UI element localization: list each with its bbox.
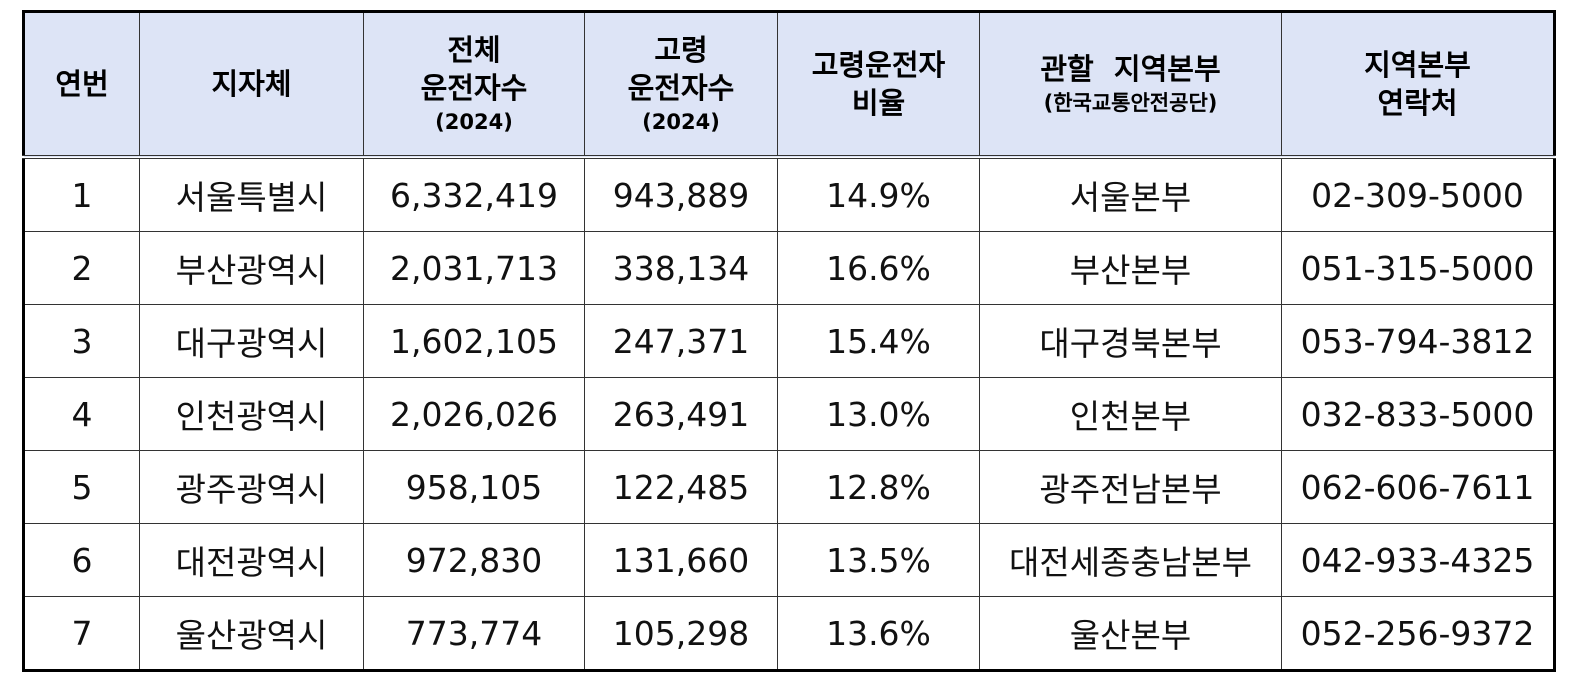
table-cell: 대구경북본부 [979, 304, 1282, 378]
table-cell: 서울특별시 [139, 156, 364, 232]
header-text: 지역본부 [1364, 48, 1471, 82]
table-cell: 042-933-4325 [1281, 523, 1555, 597]
header-text: 관할 지역본부 [1040, 52, 1221, 86]
header-text: 고령운전자 [811, 48, 946, 82]
table-cell: 2,031,713 [363, 231, 585, 305]
table-cell: 1,602,105 [363, 304, 585, 378]
table-row: 6 대전광역시 972,830 131,660 13.5% 대전세종충남본부 042-933… [23, 523, 1555, 597]
table-cell: 13.6% [777, 596, 980, 671]
header-text: 연락처 [1377, 86, 1458, 120]
table-cell: 울산광역시 [139, 596, 364, 671]
table-cell: 052-256-9372 [1281, 596, 1555, 671]
header-text: 지자체 [211, 67, 292, 101]
table-row: 3 대구광역시 1,602,105 247,371 15.4% 대구경북본부 053-794… [23, 304, 1555, 378]
table-cell: 13.0% [777, 377, 980, 451]
table-cell: 광주전남본부 [979, 450, 1282, 524]
table-cell: 105,298 [584, 596, 778, 671]
header-text: 비율 [851, 86, 906, 120]
header-text: 전체 [447, 33, 501, 67]
table-cell: 15.4% [777, 304, 980, 378]
table-cell: 부산본부 [979, 231, 1282, 305]
header-cell: 관할 지역본부 (한국교통안전공단) [979, 11, 1282, 159]
table-cell: 131,660 [584, 523, 778, 597]
header-text: (2024) [642, 110, 720, 134]
header-text: 고령 [654, 33, 708, 67]
header-text: (2024) [435, 110, 513, 134]
header-cell: 연번 [23, 11, 140, 159]
table-cell: 서울본부 [979, 156, 1282, 232]
table-cell: 6,332,419 [363, 156, 585, 232]
table-cell: 부산광역시 [139, 231, 364, 305]
header-row: 연번 지자체 전체 운전자수 (2024) 고령 운전자수 (2024) 고령운전자 비율 관할 지… [23, 11, 1555, 159]
table-cell: 051-315-5000 [1281, 231, 1555, 305]
table-cell: 7 [23, 596, 140, 671]
table-cell: 053-794-3812 [1281, 304, 1555, 378]
table-cell: 4 [23, 377, 140, 451]
table-cell: 광주광역시 [139, 450, 364, 524]
table-cell: 338,134 [584, 231, 778, 305]
table-cell: 인천광역시 [139, 377, 364, 451]
table-cell: 062-606-7611 [1281, 450, 1555, 524]
table-cell: 263,491 [584, 377, 778, 451]
table-row: 5 광주광역시 958,105 122,485 12.8% 광주전남본부 062-606-7… [23, 450, 1555, 524]
header-text: (한국교통안전공단) [1043, 91, 1218, 115]
table-row: 7 울산광역시 773,774 105,298 13.6% 울산본부 052-256-937… [23, 596, 1555, 671]
table-cell: 6 [23, 523, 140, 597]
table-cell: 958,105 [363, 450, 585, 524]
table-cell: 5 [23, 450, 140, 524]
table-cell: 2,026,026 [363, 377, 585, 451]
table-cell: 972,830 [363, 523, 585, 597]
table-cell: 943,889 [584, 156, 778, 232]
table-cell: 02-309-5000 [1281, 156, 1555, 232]
table-cell: 대전광역시 [139, 523, 364, 597]
header-text: 운전자수 [420, 71, 528, 105]
table-cell: 247,371 [584, 304, 778, 378]
table-row: 4 인천광역시 2,026,026 263,491 13.0% 인천본부 032-833-5… [23, 377, 1555, 451]
table-cell: 032-833-5000 [1281, 377, 1555, 451]
table-body: 1 서울특별시 6,332,419 943,889 14.9% 서울본부 02-309-50… [23, 156, 1555, 671]
table-cell: 울산본부 [979, 596, 1282, 671]
table-cell: 12.8% [777, 450, 980, 524]
table-cell: 대구광역시 [139, 304, 364, 378]
table-cell: 인천본부 [979, 377, 1282, 451]
header-cell: 지자체 [139, 11, 364, 159]
table-cell: 대전세종충남본부 [979, 523, 1282, 597]
header-text: 연번 [55, 67, 109, 101]
header-text: 운전자수 [627, 71, 735, 105]
table-cell: 773,774 [363, 596, 585, 671]
table-cell: 14.9% [777, 156, 980, 232]
table-cell: 16.6% [777, 231, 980, 305]
table-cell: 13.5% [777, 523, 980, 597]
table-cell: 1 [23, 156, 140, 232]
table-cell: 122,485 [584, 450, 778, 524]
table-cell: 2 [23, 231, 140, 305]
table-row: 2 부산광역시 2,031,713 338,134 16.6% 부산본부 051-315-5… [23, 231, 1555, 305]
table-cell: 3 [23, 304, 140, 378]
table-row: 1 서울특별시 6,332,419 943,889 14.9% 서울본부 02-309-50… [23, 156, 1555, 232]
data-table: 연번 지자체 전체 운전자수 (2024) 고령 운전자수 (2024) 고령운전자 비율 관할 지… [22, 10, 1556, 672]
